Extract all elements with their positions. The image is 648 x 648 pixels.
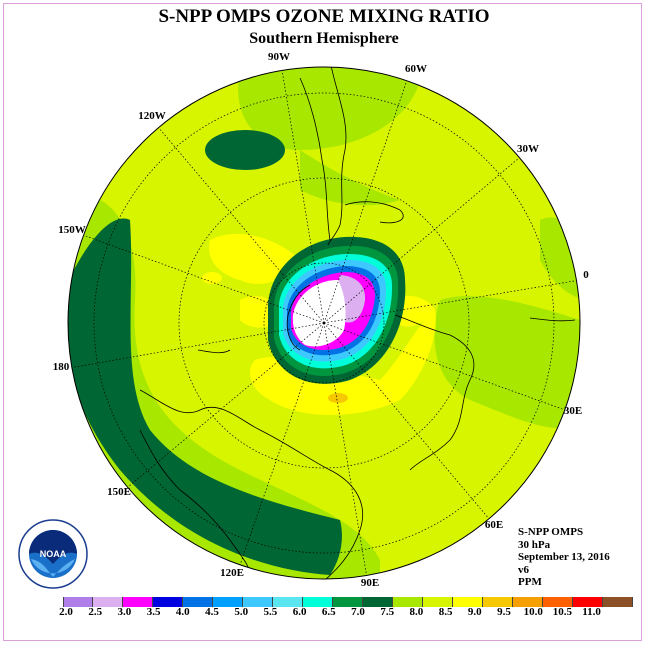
- lon-label-30e: 30E: [564, 405, 582, 417]
- lon-label-60w: 60W: [405, 63, 427, 75]
- colorbar-swatch: [393, 597, 423, 607]
- colorbar: [63, 597, 633, 607]
- colorbar-tick-label: 11.0: [582, 606, 601, 618]
- colorbar-swatch: [183, 597, 213, 607]
- colorbar-swatch: [243, 597, 273, 607]
- lon-label-150w: 150W: [58, 224, 86, 236]
- lon-label-90w: 90W: [268, 51, 290, 63]
- figure-frame: [3, 3, 642, 641]
- field-band-light-green: [68, 195, 380, 579]
- map-boundary: [67, 66, 581, 580]
- field-band-light-green: [434, 296, 580, 429]
- colorbar-tick-label: 4.0: [175, 606, 190, 618]
- figure-title: S-NPP OMPS OZONE MIXING RATIO: [158, 6, 490, 27]
- colorbar-swatch: [453, 597, 483, 607]
- colorbar-tick-label: 5.5: [263, 606, 278, 618]
- colorbar-swatch: [303, 597, 333, 607]
- ozone-field: [68, 67, 580, 579]
- colorbar-swatch: [213, 597, 243, 607]
- field-band-orange: [328, 393, 348, 403]
- field-band-yellow: [209, 233, 300, 284]
- colorbar-tick-label: 9.5: [497, 606, 511, 618]
- colorbar-swatch: [363, 597, 393, 607]
- colorbar-swatch: [333, 597, 363, 607]
- colorbar-swatch: [573, 597, 603, 607]
- logo-text: NOAA: [40, 549, 67, 559]
- colorbar-tick-label: 10.0: [523, 606, 543, 618]
- field-band-yellow: [202, 272, 222, 284]
- colorbar-tick-label: 2.0: [59, 606, 73, 618]
- lon-label-60e: 60E: [485, 519, 503, 531]
- colorbar-tick-label: 6.0: [292, 606, 307, 618]
- colorbar-swatch: [543, 597, 573, 607]
- colorbar-swatch: [603, 597, 633, 607]
- figure-subtitle: Southern Hemisphere: [249, 30, 399, 47]
- info-units: PPM: [518, 576, 542, 588]
- hole-center: [292, 280, 346, 347]
- info-instrument: S-NPP OMPS: [518, 526, 584, 538]
- info-level: 30 hPa: [518, 538, 551, 551]
- colorbar-tick-label: 8.5: [438, 606, 453, 618]
- noaa-logo: NOAA: [18, 519, 88, 589]
- field-band-dark-green: [205, 130, 285, 170]
- lon-label-90e: 90E: [361, 577, 379, 589]
- colorbar-swatch: [423, 597, 453, 607]
- colorbar-tick-label: 5.0: [234, 606, 249, 618]
- colorbar-swatch: [63, 597, 93, 607]
- colorbar-tick-label: 7.0: [351, 606, 365, 618]
- colorbar-tick-label: 3.0: [117, 606, 132, 618]
- field-band-light-green: [238, 67, 420, 150]
- lon-label-0: 0: [583, 269, 589, 281]
- colorbar-swatch: [273, 597, 303, 607]
- colorbar-tick-label: 3.5: [146, 606, 161, 618]
- colorbar-swatch: [153, 597, 183, 607]
- info-date: September 13, 2016: [518, 551, 610, 563]
- colorbar-swatch: [513, 597, 543, 607]
- colorbar-tick-label: 8.0: [409, 606, 424, 618]
- lon-label-150e: 150E: [107, 486, 131, 498]
- lon-label-180: 180: [53, 361, 70, 373]
- colorbar-swatch: [93, 597, 123, 607]
- info-version: v6: [518, 563, 529, 576]
- lon-label-120e: 120E: [220, 567, 244, 579]
- lon-label-30w: 30W: [517, 143, 539, 155]
- colorbar-tick-label: 4.5: [205, 606, 219, 618]
- graticule: [69, 69, 580, 579]
- field-band-dark-green: [68, 218, 342, 575]
- colorbar-tick-label: 9.0: [467, 606, 482, 618]
- colorbar-labels: 2.0 2.5 3.0 3.5 4.0 4.5 5.0 5.5 6.0 6.5 7.0 7.5 8.0 8…: [0, 606, 648, 622]
- colorbar-tick-label: 7.5: [380, 606, 395, 618]
- colorbar-tick-label: 10.5: [552, 606, 573, 618]
- field-band-light-green: [300, 150, 400, 206]
- colorbar-swatch: [123, 597, 153, 607]
- colorbar-tick-label: 2.5: [88, 606, 103, 618]
- colorbar-swatch: [483, 597, 513, 607]
- info-block: S-NPP OMPS 30 hPa September 13, 2016 v6 …: [518, 526, 610, 589]
- field-band-yellow: [250, 310, 436, 415]
- colorbar-tick-label: 6.5: [321, 606, 336, 618]
- lon-label-120w: 120W: [138, 110, 166, 122]
